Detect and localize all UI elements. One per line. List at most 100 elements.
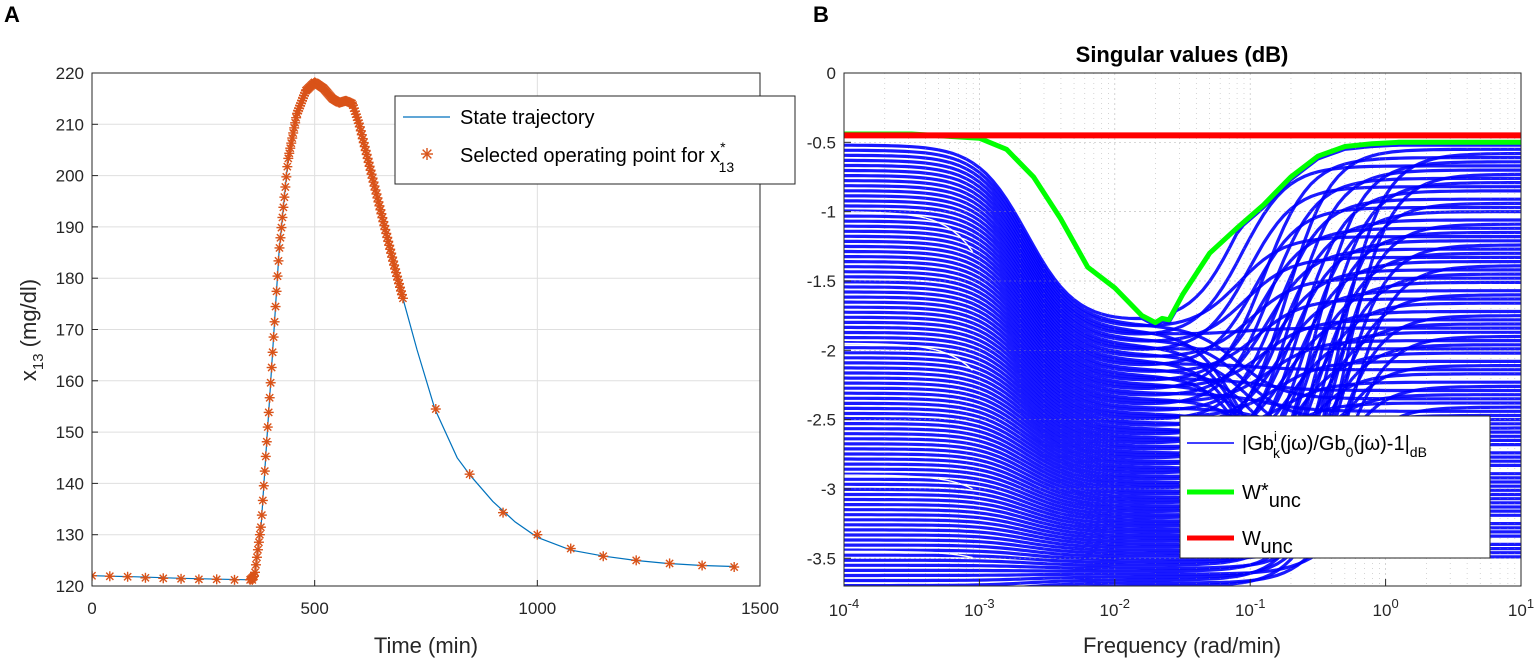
panel-a-data	[92, 77, 740, 585]
legend-w-star-label: W*unc	[1242, 480, 1301, 512]
legend-w-unc-label: Wunc	[1242, 528, 1293, 558]
panel-b-xtick-label: 10-4	[829, 596, 859, 620]
curve-band-gap	[844, 550, 973, 559]
panel-b-grid	[844, 73, 1521, 586]
panel-a-ytick-label: 190	[56, 218, 84, 237]
operating-point-marker	[211, 574, 222, 585]
panel-b-xtick-label: 10-3	[964, 596, 994, 620]
operating-point-marker	[193, 574, 204, 585]
panel-a-xtick-label: 0	[87, 599, 96, 618]
singular-value-curve	[844, 405, 1521, 570]
operating-point-marker	[261, 436, 272, 447]
panel-a-ytick-label: 200	[56, 167, 84, 186]
singular-value-curve	[844, 229, 1521, 373]
panel-b-xtick-label: 10-1	[1235, 596, 1265, 620]
panel-b-xtick-label: 10-2	[1100, 596, 1130, 620]
panel-b-ticks: 10-4 10-3 10-2 10-1 100 101 0 -0.5 -1 -1.5 -2 -2.5 -…	[807, 64, 1534, 620]
panel-a-ytick-label: 140	[56, 474, 84, 493]
operating-point-marker	[281, 171, 292, 182]
legend-operating-point-label: Selected operating point for x* 13	[460, 139, 734, 175]
panel-b-ytick-label: -1.5	[807, 272, 836, 291]
singular-value-curve	[844, 268, 1521, 412]
panel-a-ticks: 0 500 1000 1500 120 130 140 150 160 170 180 190 200 2…	[56, 64, 779, 618]
panel-b-curves	[844, 131, 1521, 326]
operating-point-marker	[277, 212, 288, 223]
legend-trajectory-label: State trajectory	[460, 107, 595, 129]
operating-point-marker	[631, 555, 642, 566]
panel-a-xtick-label: 500	[300, 599, 328, 618]
operating-point-marker	[464, 469, 475, 480]
operating-point-marker	[532, 529, 543, 540]
panel-a-ytick-label: 180	[56, 269, 84, 288]
panel-b-title: Singular values (dB)	[1076, 42, 1289, 67]
singular-value-curve	[844, 151, 1521, 567]
operating-point-marker	[362, 153, 373, 164]
operating-point-marker	[498, 507, 509, 518]
operating-point-marker	[158, 573, 169, 584]
singular-value-curve	[844, 205, 1521, 367]
panel-a-ytick-label: 220	[56, 64, 84, 83]
operating-point-marker	[664, 558, 675, 569]
panel-b-xtick-label: 100	[1373, 596, 1399, 620]
panel-b-axes-box	[843, 72, 1522, 587]
operating-point-marker	[249, 567, 260, 578]
operating-point-marker	[697, 560, 708, 571]
operating-point-marker	[122, 571, 133, 582]
curve-band-gap	[844, 342, 974, 371]
asterisk-stroke	[92, 574, 97, 580]
singular-value-curve	[844, 156, 1521, 390]
operating-point-marker	[263, 407, 274, 418]
panel-a: A 0 500 1000 1500 120 130 140 150 160 170 180 190 20…	[4, 2, 796, 658]
panel-b-xtick-label: 101	[1508, 596, 1534, 620]
operating-point-marker	[278, 202, 289, 213]
singular-value-curve	[844, 314, 1521, 564]
operating-point-marker	[253, 537, 264, 548]
panel-b-legend-box	[1179, 415, 1491, 559]
legend-operating-point-marker	[421, 148, 433, 160]
singular-value-curve	[844, 226, 1521, 382]
operating-point-marker	[92, 570, 97, 581]
operating-point-marker	[265, 377, 276, 388]
legend-blue-label: |Gbi k(jω)/Gb0(jω)-1|dB	[1242, 428, 1427, 461]
panel-b-ytick-label: -2.5	[807, 411, 836, 430]
panel-a-ytick-label: 150	[56, 423, 84, 442]
operating-point-marker	[280, 181, 291, 192]
operating-point-marker	[272, 271, 283, 282]
operating-point-marker	[176, 573, 187, 584]
operating-point-marker	[252, 544, 263, 555]
operating-point-marker	[271, 286, 282, 297]
panel-b-ytick-label: 0	[827, 64, 836, 83]
operating-point-marker	[397, 293, 408, 304]
operating-point-marker	[254, 529, 265, 540]
operating-point-marker	[264, 392, 275, 403]
operating-point-marker	[274, 242, 285, 253]
operating-point-marker	[430, 404, 441, 415]
operating-point-marker	[260, 451, 271, 462]
singular-value-curve	[844, 176, 1521, 406]
panel-b-label: B	[813, 2, 829, 27]
singular-value-curve	[844, 185, 1521, 351]
operating-point-marker	[267, 347, 278, 358]
operating-point-marker	[256, 510, 267, 521]
operating-point-marker	[262, 422, 273, 433]
panel-a-legend: State trajectory Selected operating poin…	[394, 95, 796, 185]
operating-point-marker	[276, 222, 287, 233]
operating-point-marker	[229, 574, 240, 585]
operating-point-marker	[270, 301, 281, 312]
operating-point-marker	[140, 572, 151, 583]
panel-b-ytick-label: -1	[821, 203, 836, 222]
operating-point-marker	[273, 255, 284, 266]
panel-a-ylabel: x13 (mg/dl)	[16, 279, 47, 381]
panel-b-xlabel: Frequency (rad/min)	[1083, 633, 1281, 658]
panel-b-ytick-label: -3.5	[807, 549, 836, 568]
panel-b: B Singular values (dB) 10-4 10-3 10-2 10-1 1…	[807, 2, 1534, 658]
singular-value-curve	[844, 148, 1521, 401]
curve-band-gap	[844, 211, 974, 253]
operating-point-marker	[729, 562, 740, 573]
legend-asterisk	[421, 148, 433, 160]
panel-a-ytick-label: 160	[56, 372, 84, 391]
operating-point-marker	[255, 522, 266, 533]
operating-point-marker	[266, 362, 277, 373]
